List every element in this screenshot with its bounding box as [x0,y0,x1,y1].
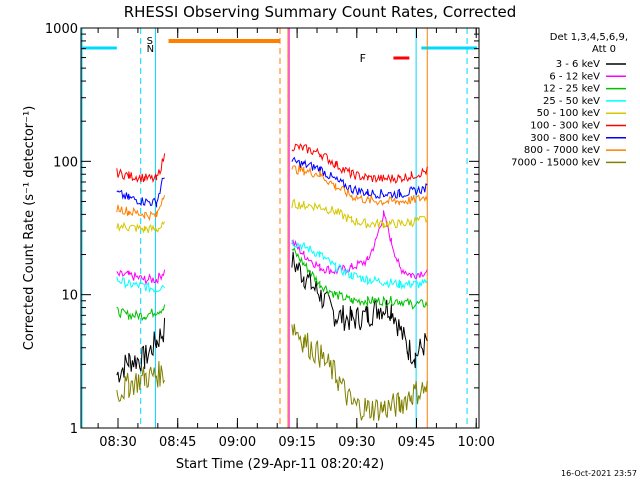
legend-entry-label: 100 - 300 keV [530,121,600,132]
series-line [291,323,428,421]
x-tick-label: 10:00 [457,435,494,450]
series-line [291,165,428,207]
legend-header: Att 0 [592,44,616,55]
series-line [291,251,428,369]
y-tick-label: 1 [70,422,78,437]
x-tick-label: 09:00 [219,435,256,450]
series-line [116,153,166,184]
flag-label: F [360,52,366,65]
legend-entry-label: 7000 - 15000 keV [511,157,600,168]
legend-entry-label: 50 - 100 keV [537,108,601,119]
x-tick-label: 09:30 [338,435,375,450]
series-line [116,269,166,286]
y-tick-label: 100 [53,155,78,170]
series-line [291,247,428,310]
timestamp: 16-Oct-2021 23:57 [561,469,637,478]
legend-entry-label: 800 - 7000 keV [524,145,600,156]
x-tick-label: 09:15 [278,435,315,450]
data-layer: SN F [81,28,477,428]
y-tick-label: 10 [61,289,78,304]
y-axis-label: Corrected Count Rate (s⁻¹ detector⁻¹) [22,106,37,351]
x-axis: 08:30 08:45 09:00 09:15 09:30 09:45 10:00 [97,28,495,450]
series-line [116,276,165,294]
series-line [116,361,166,403]
series-line [116,177,165,208]
series-line [291,198,428,229]
legend-header: Det 1,3,4,5,6,9, [550,32,628,43]
y-tick-label: 1000 [45,22,78,37]
series-line [291,143,428,184]
series-line [116,221,166,234]
x-axis-label: Start Time (29-Apr-11 08:20:42) [176,457,384,472]
flag-label: N [147,44,154,55]
series-line [291,210,428,280]
series-line [116,304,166,322]
legend-entry-label: 3 - 6 keV [556,59,600,70]
x-tick-label: 09:45 [398,435,435,450]
series-line [291,239,428,291]
legend-entry-label: 300 - 800 keV [530,133,600,144]
x-tick-label: 08:45 [159,435,196,450]
legend-entry-label: 25 - 50 keV [543,96,600,107]
legend-entry-label: 12 - 25 keV [543,84,600,95]
legend-entry-label: 6 - 12 keV [549,71,600,82]
plot-frame [80,27,480,429]
y-axis: 1 10 100 1000 [45,22,479,437]
flag-label: S [147,36,153,47]
x-tick-label: 08:30 [99,435,136,450]
series-line [116,195,166,222]
series-line [116,317,166,383]
chart-title: RHESSI Observing Summary Count Rates, Co… [124,3,517,21]
series-line [291,156,428,200]
